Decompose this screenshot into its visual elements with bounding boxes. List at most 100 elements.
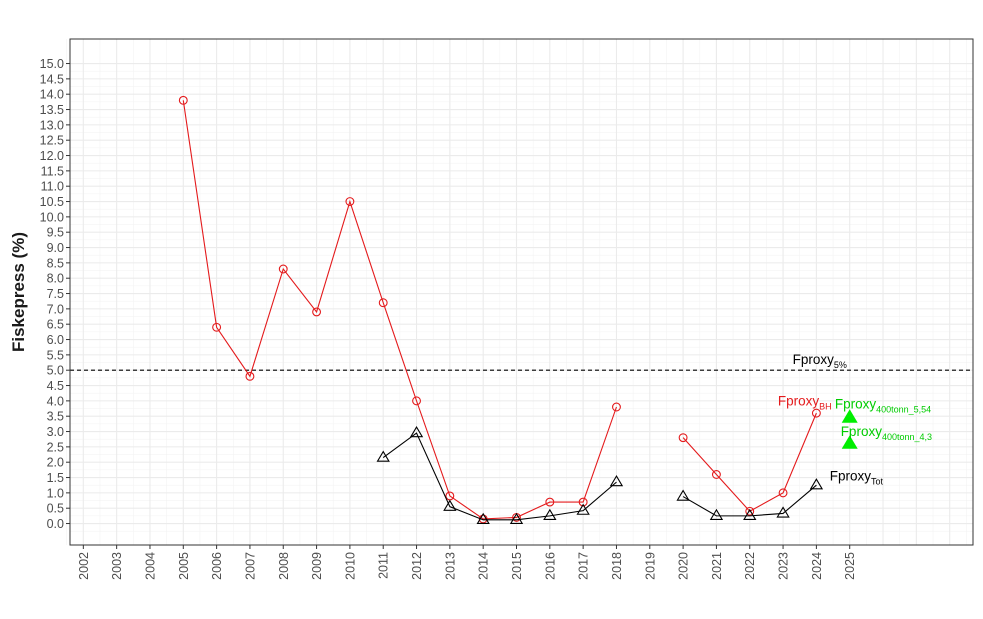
panel-background — [70, 39, 973, 545]
series-line — [682, 412, 817, 512]
y-tick-label: 10.0 — [40, 210, 64, 224]
y-axis: 0.00.5 1.01.52.0 2.53.03.5 4.04.55.0 5.56.06… — [40, 57, 70, 531]
y-tick-label: 1.0 — [47, 486, 64, 500]
y-tick-label: 6.5 — [47, 318, 64, 332]
x-tick-label: 2019 — [643, 552, 657, 580]
data-point-triangle — [376, 450, 390, 462]
x-tick-label: 2020 — [677, 552, 691, 580]
y-tick-label: 15.0 — [40, 57, 64, 71]
data-point-circle — [178, 95, 188, 105]
x-tick-label: 2008 — [277, 552, 291, 580]
data-point-triangle — [409, 425, 424, 438]
series-fproxy-400tonn — [841, 409, 858, 449]
y-tick-label: 5.5 — [47, 348, 64, 362]
data-point-triangle — [609, 475, 624, 487]
series-fproxy-tot — [376, 425, 824, 525]
x-tick-label: 2016 — [543, 552, 557, 580]
x-tick-label: 2022 — [743, 552, 757, 580]
data-point-circle — [811, 408, 821, 418]
data-point-circle — [478, 514, 488, 524]
minor-grid — [66, 39, 973, 545]
y-tick-label: 5.0 — [47, 364, 64, 378]
annotation-label: Fproxy400tonn_5,54 — [835, 397, 931, 415]
y-tick-label: 9.0 — [47, 241, 64, 255]
data-point-circle — [678, 433, 688, 443]
x-tick-label: 2013 — [443, 552, 457, 580]
series-line — [682, 484, 817, 517]
data-point-circle — [778, 488, 788, 498]
x-tick-label: 2018 — [610, 552, 624, 580]
annotation-label: FproxyTot — [830, 469, 884, 487]
data-point-triangle — [709, 508, 724, 521]
data-point-triangle — [443, 499, 457, 511]
x-tick-label: 2012 — [410, 552, 424, 580]
x-tick-label: 2002 — [77, 552, 91, 580]
data-point-circle — [278, 264, 288, 274]
data-point-triangle — [743, 508, 757, 521]
y-tick-label: 3.0 — [47, 425, 64, 439]
data-point-circle — [378, 298, 388, 308]
y-tick-label: 4.0 — [47, 394, 64, 408]
y-tick-label: 14.0 — [40, 88, 64, 102]
data-point-circle — [578, 497, 588, 507]
y-tick-label: 0.0 — [47, 517, 64, 531]
y-tick-label: 8.0 — [47, 272, 64, 286]
annotations: Fproxy5% FproxyBH Fproxy400tonn_5,54 Fproxy… — [778, 352, 932, 487]
x-tick-label: 2009 — [310, 552, 324, 580]
y-tick-label: 12.5 — [40, 134, 64, 148]
data-point-filled-triangle — [841, 435, 858, 449]
data-point-circle — [545, 497, 555, 507]
data-point-triangle — [576, 503, 590, 515]
major-grid — [70, 39, 973, 545]
data-point-circle — [612, 402, 621, 412]
y-tick-label: 13.0 — [40, 118, 64, 132]
y-tick-label: 10.5 — [40, 195, 64, 209]
y-axis-title: Fiskepress (%) — [9, 232, 28, 352]
data-point-circle — [212, 322, 222, 332]
panel-border — [69, 38, 974, 546]
y-tick-label: 6.0 — [47, 333, 64, 347]
x-tick-label: 2017 — [577, 552, 591, 580]
x-tick-label: 2006 — [210, 552, 224, 580]
y-tick-label: 0.5 — [47, 502, 64, 516]
y-tick-label: 9.5 — [47, 226, 64, 240]
data-point-circle — [412, 396, 421, 406]
y-tick-label: 11.0 — [41, 180, 64, 194]
y-tick-label: 7.5 — [47, 287, 64, 301]
data-point-triangle — [476, 512, 490, 525]
data-point-triangle — [509, 512, 524, 525]
annotation-label: Fproxy400tonn_4,3 — [841, 424, 932, 442]
x-tick-label: 2015 — [510, 552, 524, 580]
series-line — [382, 432, 617, 521]
series-layer — [178, 95, 858, 525]
y-tick-label: 1.5 — [47, 471, 64, 485]
y-tick-label: 14.5 — [40, 72, 64, 86]
data-point-circle — [745, 506, 755, 516]
data-point-triangle — [676, 489, 690, 501]
x-tick-label: 2014 — [477, 552, 491, 580]
x-tick-label: 2007 — [243, 552, 257, 580]
x-tick-label: 2024 — [810, 552, 824, 580]
x-tick-label: 2004 — [143, 552, 157, 580]
y-tick-label: 2.0 — [47, 456, 64, 470]
x-tick-label: 2021 — [710, 552, 724, 580]
data-point-circle — [711, 470, 721, 479]
y-tick-label: 8.5 — [47, 256, 64, 270]
x-tick-label: 2005 — [177, 552, 191, 580]
x-tick-label: 2003 — [110, 552, 124, 580]
x-axis: 2002 2003 2004 2005 2006 2007 2008 2009 2010 2011… — [77, 545, 857, 580]
x-tick-label: 2025 — [843, 552, 857, 580]
y-tick-label: 13.5 — [40, 103, 64, 117]
y-tick-label: 4.5 — [47, 379, 64, 393]
annotation-label: FproxyBH — [778, 393, 832, 411]
x-tick-label: 2010 — [343, 552, 357, 580]
annotation-label: Fproxy5% — [793, 352, 847, 370]
y-tick-label: 3.5 — [47, 410, 64, 424]
series-fproxy-bh — [178, 95, 821, 524]
data-point-filled-triangle — [841, 409, 858, 423]
x-tick-label: 2023 — [777, 552, 791, 580]
y-tick-label: 7.0 — [47, 302, 64, 316]
y-tick-label: 11.5 — [41, 164, 64, 178]
data-point-circle — [312, 307, 322, 317]
